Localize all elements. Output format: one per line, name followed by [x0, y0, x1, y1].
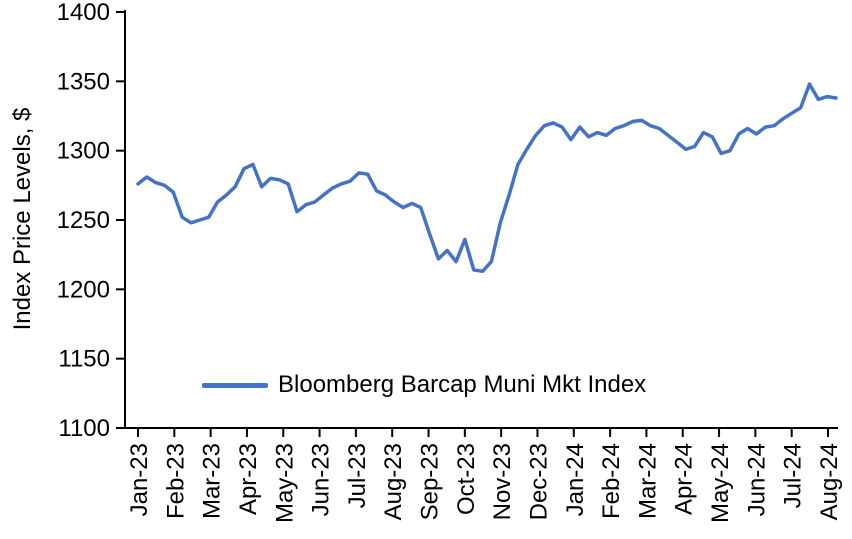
x-tick-label: Aug-24 — [816, 443, 843, 520]
y-tick-label: 1200 — [57, 276, 110, 303]
x-tick-label: Sep-23 — [417, 443, 444, 520]
y-tick-label: 1300 — [57, 138, 110, 165]
x-tick-label: Nov-23 — [489, 443, 516, 520]
legend: Bloomberg Barcap Muni Mkt Index — [202, 371, 646, 399]
x-tick-label: Feb-23 — [162, 443, 189, 519]
legend-line-swatch — [202, 382, 268, 388]
y-tick-label: 1400 — [57, 0, 110, 26]
x-tick-label: Oct-23 — [453, 443, 480, 515]
legend-series-label: Bloomberg Barcap Muni Mkt Index — [278, 371, 647, 398]
x-tick-label: Dec-23 — [525, 443, 552, 520]
x-tick-label: Apr-23 — [235, 443, 262, 515]
x-tick-label: Jul-23 — [344, 443, 371, 508]
x-tick-label: Apr-24 — [671, 443, 698, 515]
y-tick-label: 1350 — [57, 68, 110, 95]
x-tick-label: Jun-23 — [308, 443, 335, 516]
x-tick-label: Aug-23 — [380, 443, 407, 520]
x-tick-label: Jan-24 — [562, 443, 589, 516]
index-price-line — [136, 82, 838, 274]
x-tick-label: Mar-24 — [634, 443, 661, 519]
y-tick-label: 1250 — [57, 207, 110, 234]
x-tick-label: May-24 — [707, 443, 734, 523]
x-tick-label: Feb-24 — [598, 443, 625, 519]
x-tick-label: May-23 — [271, 443, 298, 523]
x-tick-label: Jan-23 — [126, 443, 153, 516]
y-tick-label: 1150 — [58, 346, 110, 373]
x-tick-label: Mar-23 — [199, 443, 226, 519]
y-tick-label: 1100 — [58, 415, 110, 442]
y-axis-title: Index Price Levels, $ — [9, 107, 36, 331]
x-tick-label: Jun-24 — [743, 443, 770, 516]
x-tick-label: Jul-24 — [780, 443, 807, 508]
